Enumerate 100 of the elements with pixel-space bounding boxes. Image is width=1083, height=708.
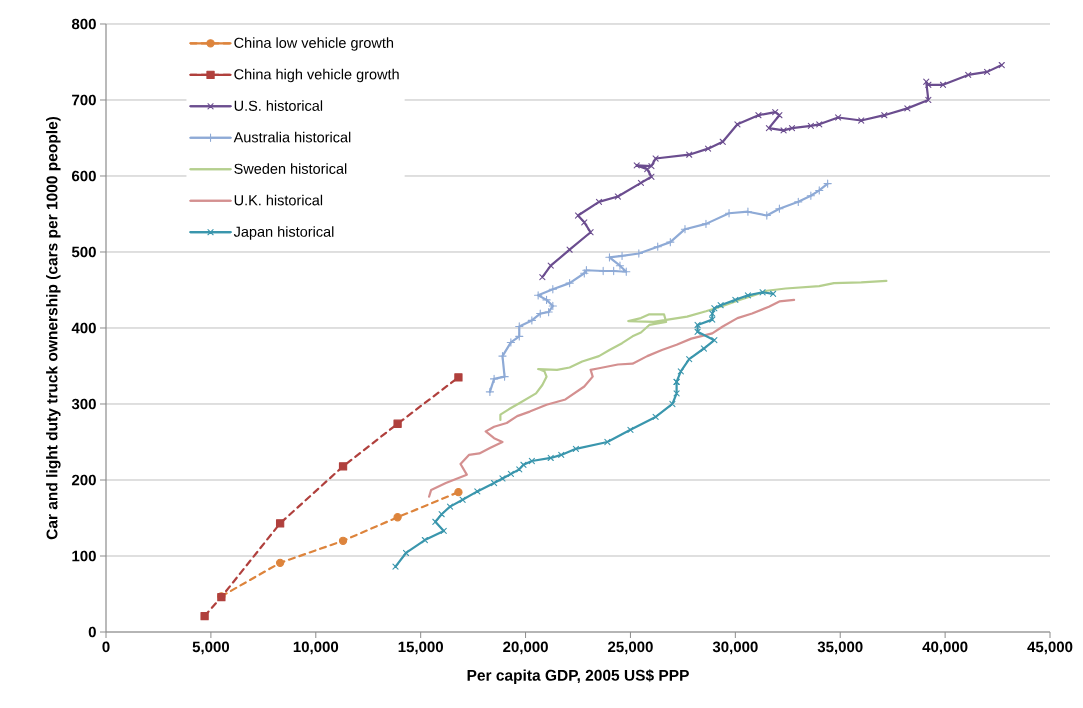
- point: [835, 114, 842, 121]
- point: [520, 461, 527, 468]
- point: [983, 68, 991, 75]
- point: [744, 292, 752, 299]
- y-tick-label: 400: [71, 322, 96, 334]
- point: [772, 109, 779, 116]
- point: [595, 198, 603, 205]
- point: [604, 438, 611, 446]
- point: [614, 193, 621, 200]
- point: [652, 413, 659, 421]
- x-tick-label: 35,000: [817, 641, 863, 655]
- point: [440, 527, 447, 535]
- point: [547, 262, 554, 269]
- point: [925, 96, 932, 104]
- point: [392, 563, 399, 570]
- point: [939, 81, 947, 88]
- point: [485, 387, 495, 396]
- point: [776, 112, 783, 119]
- point: [765, 125, 772, 132]
- legend-label: China high vehicle growth: [234, 68, 399, 83]
- point: [965, 71, 972, 79]
- point: [652, 155, 659, 162]
- point: [694, 328, 701, 335]
- point: [574, 212, 582, 219]
- y-tick-label: 100: [72, 550, 96, 562]
- line-series: [427, 298, 796, 498]
- y-tick-label: 700: [72, 94, 96, 106]
- point: [275, 519, 285, 528]
- point: [637, 179, 645, 186]
- point: [402, 549, 410, 557]
- point: [717, 302, 724, 309]
- point: [528, 457, 535, 465]
- point: [617, 251, 627, 260]
- legend-label: Sweden historical: [234, 163, 347, 174]
- point: [648, 163, 655, 170]
- point: [459, 496, 466, 503]
- point: [788, 125, 796, 132]
- point: [275, 558, 285, 567]
- point: [506, 338, 516, 347]
- line-series: [499, 279, 888, 422]
- point: [680, 225, 690, 234]
- point: [709, 310, 716, 317]
- point: [759, 289, 766, 296]
- x-tick-label: 10,000: [293, 641, 339, 655]
- point: [653, 242, 662, 251]
- point: [755, 112, 762, 119]
- legend-label: U.K. historical: [234, 194, 323, 206]
- point: [338, 536, 348, 545]
- point: [438, 511, 445, 518]
- point: [686, 151, 693, 158]
- point: [474, 488, 481, 495]
- point: [704, 145, 712, 152]
- legend-label: U.S. historical: [234, 100, 323, 111]
- point: [548, 301, 557, 311]
- point: [544, 307, 553, 317]
- point: [633, 162, 640, 169]
- point: [572, 445, 579, 452]
- y-tick-label: 300: [71, 398, 96, 410]
- point: [694, 321, 701, 329]
- point: [904, 105, 911, 112]
- point: [566, 246, 573, 253]
- point: [558, 451, 565, 459]
- x-tick-label: 15,000: [398, 641, 443, 655]
- point: [539, 273, 546, 281]
- x-tick-label: 25,000: [608, 641, 653, 655]
- point: [770, 290, 777, 297]
- point: [762, 211, 771, 220]
- point: [775, 204, 784, 213]
- point: [666, 237, 675, 247]
- point: [700, 345, 707, 352]
- x-tick-label: 0: [102, 641, 110, 653]
- point: [719, 138, 726, 145]
- x-tick-label: 5,000: [192, 641, 230, 655]
- point: [421, 536, 428, 544]
- point: [709, 316, 716, 323]
- point: [393, 419, 402, 428]
- point: [500, 372, 509, 381]
- point: [581, 219, 588, 226]
- point: [816, 121, 823, 128]
- x-tick-label: 30,000: [712, 641, 758, 655]
- point: [711, 337, 718, 344]
- point: [998, 61, 1005, 69]
- point: [669, 400, 676, 408]
- point: [677, 368, 684, 375]
- point: [807, 122, 814, 129]
- point: [489, 374, 499, 384]
- point: [200, 611, 209, 621]
- legend-label: Australia historical: [233, 131, 351, 143]
- point: [622, 267, 631, 276]
- y-axis-title: Car and light duty truck ownership (cars per 1000 people): [46, 116, 61, 540]
- point: [673, 390, 680, 397]
- point: [548, 285, 557, 294]
- point: [648, 173, 655, 180]
- point: [491, 479, 498, 487]
- point: [881, 112, 888, 119]
- x-axis-title: Per capita GDP, 2005 US$ PPP: [467, 669, 689, 684]
- point: [393, 513, 402, 522]
- point: [446, 503, 454, 510]
- point: [454, 373, 463, 382]
- point: [534, 291, 543, 300]
